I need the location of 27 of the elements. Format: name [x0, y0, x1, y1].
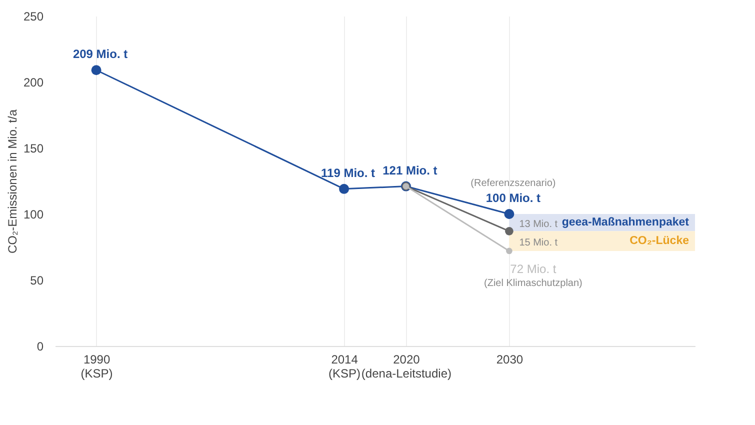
x-tick-label: 2020 (dena-Leitstudie)	[361, 352, 452, 380]
x-tick-label: 2014 (KSP)	[328, 352, 361, 380]
y-tick-label: 250	[23, 10, 44, 24]
data-label: 209 Mio. t	[72, 47, 128, 62]
annotation: (Ziel Klimaschutzplan)	[484, 278, 582, 289]
y-tick-label: 100	[23, 208, 44, 222]
data-label: 100 Mio. t	[486, 191, 541, 205]
point	[505, 226, 514, 236]
point	[506, 248, 512, 254]
y-tick-label: 200	[23, 76, 44, 90]
annotation: 15 Mio. t	[519, 237, 558, 248]
x-tick-label: 1990 (KSP)	[80, 352, 113, 380]
data-label: 72 Mio. t	[510, 262, 557, 276]
annotation: (Referenzszenario)	[470, 178, 556, 189]
point	[504, 209, 514, 219]
point	[91, 65, 102, 76]
data-label: 119 Mio. t	[321, 166, 376, 180]
point	[339, 184, 350, 194]
x-tick-label: 2030	[496, 352, 524, 366]
y-tick-label: 0	[36, 340, 44, 354]
y-axis-title: CO₂-Emissionen in Mio. t/a	[5, 109, 20, 254]
band-label: geea-Maßnahmenpaket	[562, 216, 690, 229]
annotation: 13 Mio. t	[519, 218, 558, 230]
data-label: 121 Mio. t	[382, 163, 438, 178]
y-tick-label: 150	[23, 142, 44, 156]
y-tick-label: 50	[30, 274, 44, 288]
band-label: CO₂-Lücke	[630, 235, 689, 248]
